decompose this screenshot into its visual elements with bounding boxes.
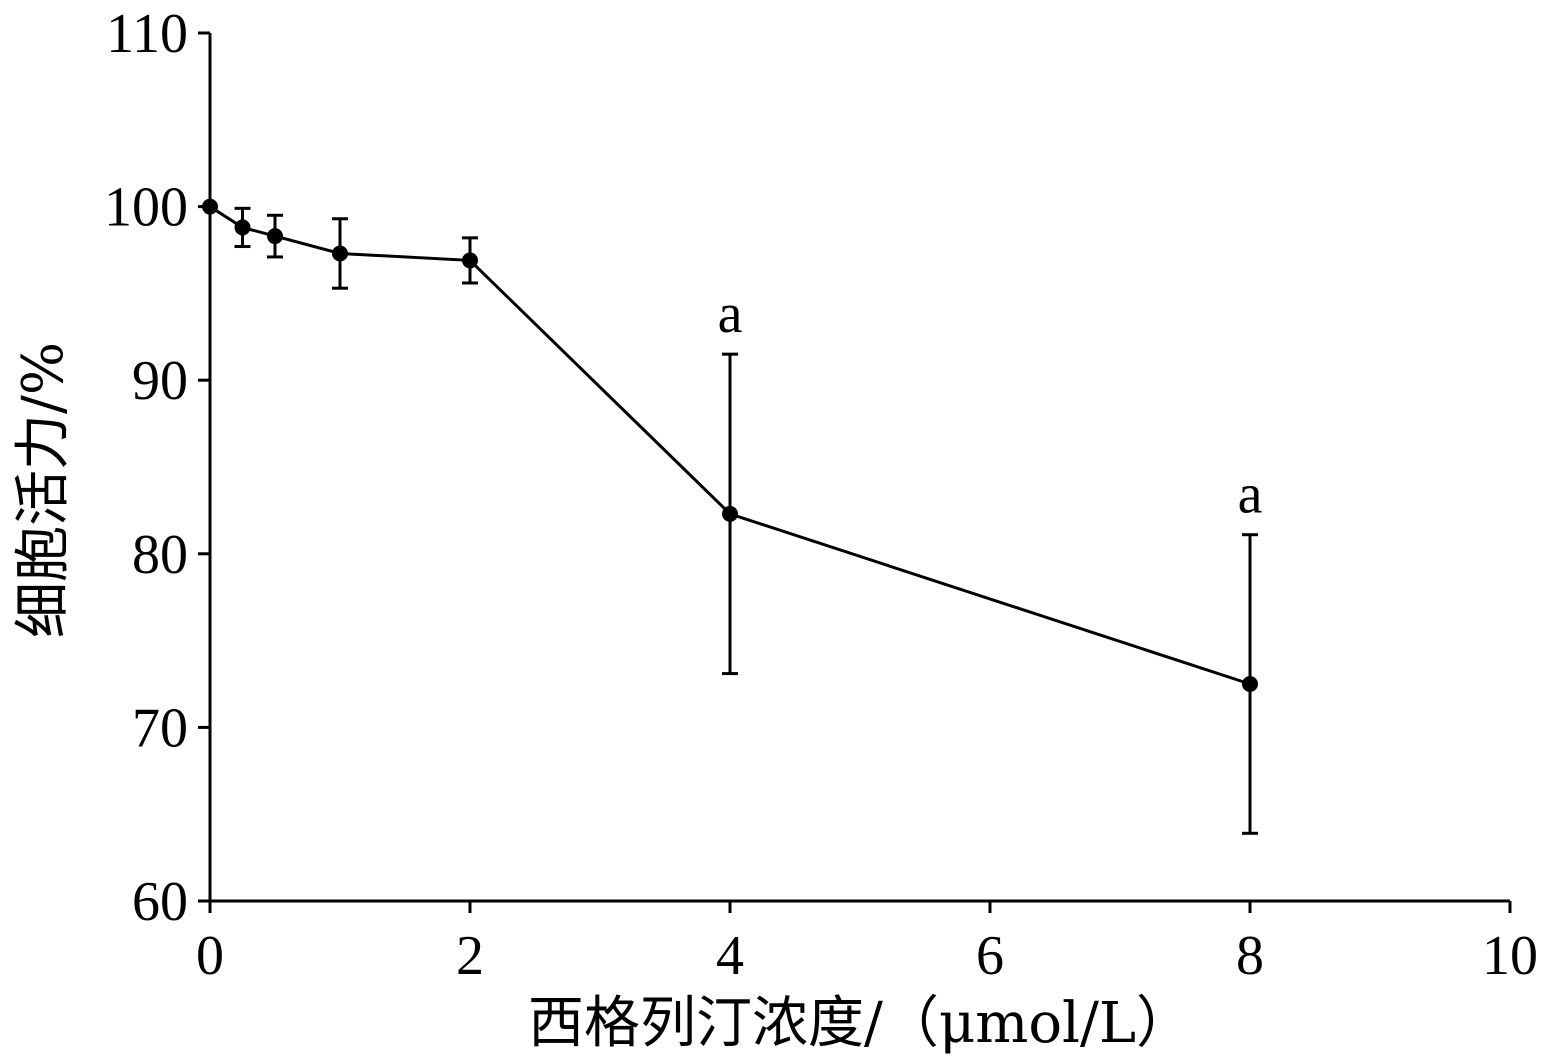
plot-lines: aa — [202, 198, 1263, 835]
y-tick-label: 110 — [106, 3, 188, 65]
y-tick-label: 80 — [132, 524, 188, 586]
significance-label: a — [1238, 464, 1263, 526]
data-point — [267, 228, 283, 245]
x-tick-label: 10 — [1482, 925, 1538, 987]
data-point — [1242, 676, 1258, 692]
significance-label: a — [718, 283, 743, 345]
x-tick-label: 6 — [976, 925, 1004, 987]
data-point — [722, 505, 738, 522]
y-tick-label: 60 — [132, 871, 188, 933]
x-axis: 0 2 4 6 8 10 — [196, 899, 1538, 987]
x-tick-label: 4 — [716, 925, 744, 987]
x-axis-title: 西格列汀浓度/（μmol/L） — [528, 991, 1192, 1056]
y-tick-label: 90 — [132, 350, 188, 412]
x-tick-label: 2 — [456, 925, 484, 987]
x-tick-label: 0 — [196, 925, 224, 987]
y-tick-label: 100 — [104, 177, 188, 239]
y-axis: 60 70 80 90 100 110 — [104, 3, 212, 933]
data-point — [462, 252, 478, 269]
data-point — [332, 245, 348, 262]
x-tick-label: 8 — [1236, 925, 1264, 987]
y-axis-title: 细胞活力/% — [11, 342, 76, 638]
data-point — [234, 219, 251, 236]
y-tick-label: 70 — [132, 697, 188, 759]
